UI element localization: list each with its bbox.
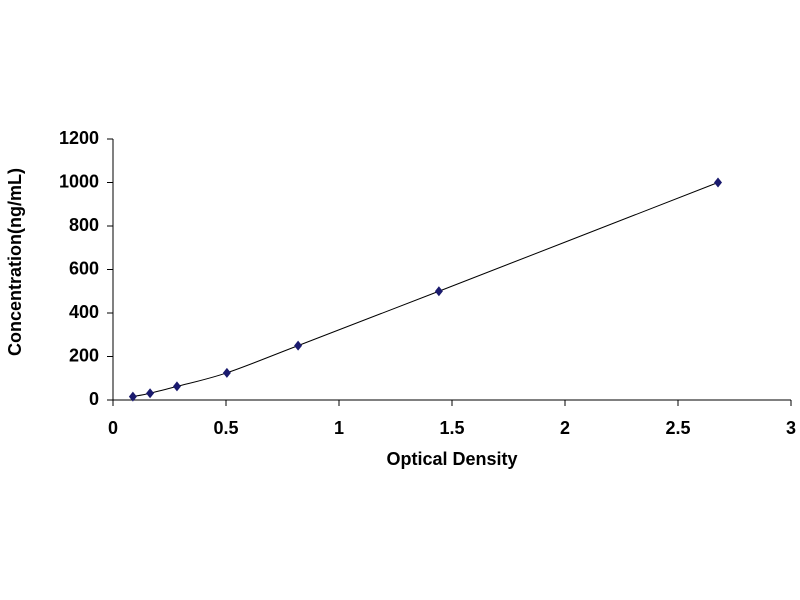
y-tick-label: 0 — [89, 389, 99, 409]
x-tick-label: 2.5 — [665, 418, 690, 438]
x-tick-label: 1.5 — [439, 418, 464, 438]
data-point — [222, 367, 231, 378]
data-point — [294, 340, 303, 351]
y-tick-label: 200 — [69, 345, 99, 365]
x-tick-label: 0 — [108, 418, 118, 438]
curve — [132, 182, 719, 398]
y-axis-label: Concentration(ng/mL) — [5, 168, 25, 356]
data-point — [434, 286, 443, 297]
x-tick-label: 1 — [334, 418, 344, 438]
data-point — [172, 381, 181, 392]
y-tick-label: 1200 — [59, 128, 99, 148]
x-tick-label: 3 — [786, 418, 796, 438]
y-tick-label: 800 — [69, 215, 99, 235]
y-tick-label: 1000 — [59, 171, 99, 191]
data-point — [146, 388, 155, 399]
data-point — [128, 391, 137, 402]
y-tick-label: 600 — [69, 258, 99, 278]
x-tick-label: 0.5 — [213, 418, 238, 438]
data-point — [714, 177, 723, 188]
x-tick-label: 2 — [560, 418, 570, 438]
x-axis-label: Optical Density — [386, 449, 517, 469]
y-tick-label: 400 — [69, 302, 99, 322]
